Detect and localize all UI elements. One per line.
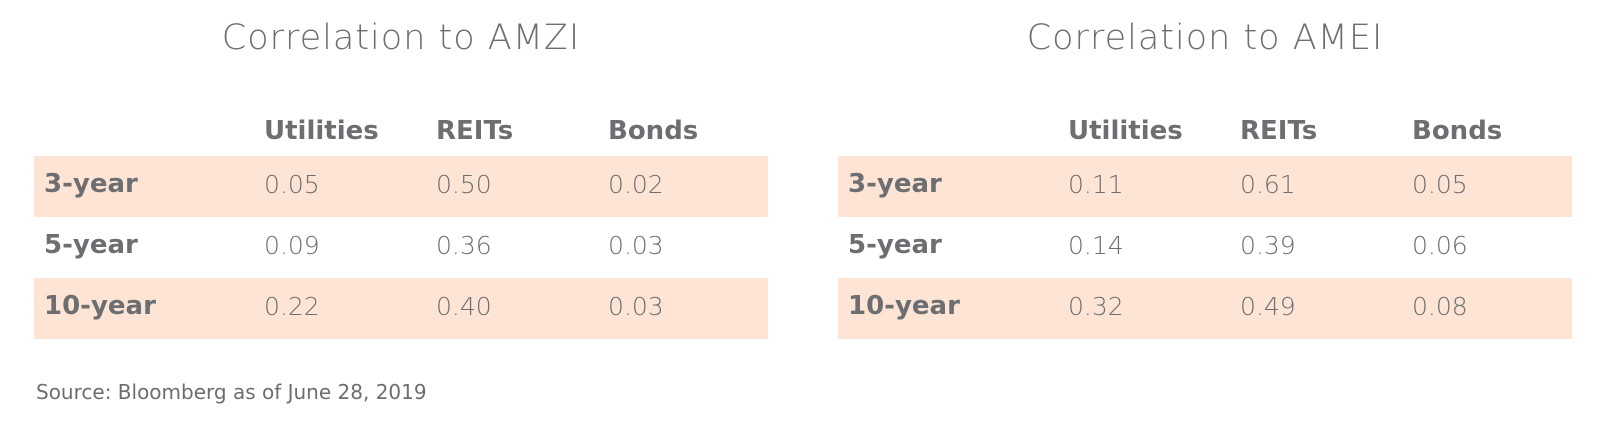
cell-value: 0.61 <box>1240 170 1296 199</box>
row-label: 10-year <box>44 291 156 321</box>
source-note: Source: Bloomberg as of June 28, 2019 <box>36 380 427 404</box>
cell-value: 0.36 <box>436 231 492 260</box>
cell-value: 0.22 <box>264 292 320 321</box>
row-label: 3-year <box>44 169 138 199</box>
cell-value: 0.03 <box>608 231 664 260</box>
row-label: 10-year <box>848 291 960 321</box>
cell-value: 0.06 <box>1412 231 1468 260</box>
cell-value: 0.11 <box>1068 170 1124 199</box>
cell-value: 0.14 <box>1068 231 1124 260</box>
table-row <box>838 156 1572 217</box>
column-header: Utilities <box>1068 116 1183 146</box>
cell-value: 0.03 <box>608 292 664 321</box>
cell-value: 0.02 <box>608 170 664 199</box>
table-title: Correlation to AMEI <box>1026 18 1384 58</box>
column-header: Bonds <box>608 116 699 146</box>
cell-value: 0.05 <box>264 170 320 199</box>
column-header: Bonds <box>1412 116 1503 146</box>
column-header: Utilities <box>264 116 379 146</box>
cell-value: 0.08 <box>1412 292 1468 321</box>
row-label: 3-year <box>848 169 942 199</box>
cell-value: 0.32 <box>1068 292 1124 321</box>
column-header: REITs <box>1240 116 1318 146</box>
cell-value: 0.09 <box>264 231 320 260</box>
table-row <box>34 156 768 217</box>
cell-value: 0.39 <box>1240 231 1296 260</box>
cell-value: 0.05 <box>1412 170 1468 199</box>
row-label: 5-year <box>44 230 138 260</box>
cell-value: 0.50 <box>436 170 492 199</box>
cell-value: 0.40 <box>436 292 492 321</box>
column-header: REITs <box>436 116 514 146</box>
cell-value: 0.49 <box>1240 292 1296 321</box>
table-row <box>838 278 1572 339</box>
table-title: Correlation to AMZI <box>221 18 581 58</box>
table-row <box>34 278 768 339</box>
row-label: 5-year <box>848 230 942 260</box>
